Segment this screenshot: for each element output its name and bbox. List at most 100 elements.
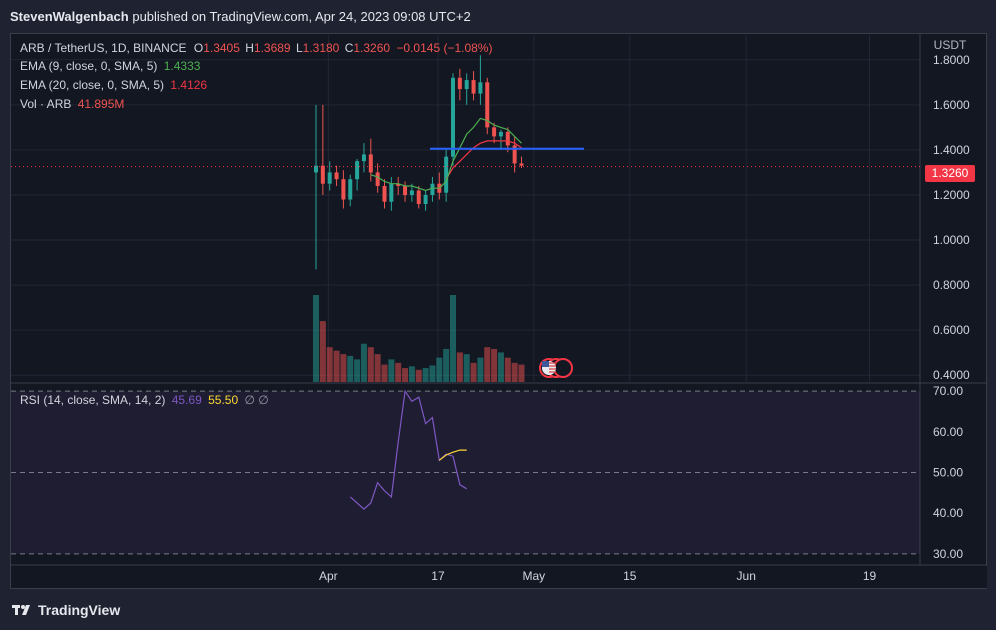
ema20-value: 1.4126 (170, 78, 208, 92)
volume-bar (360, 343, 367, 382)
volume-bar (354, 359, 361, 382)
candle-body (444, 156, 449, 193)
volume-bar (443, 348, 450, 382)
price-tick-label: 1.0000 (933, 233, 970, 247)
volume-bar (374, 354, 381, 382)
event-flag-icon[interactable] (553, 358, 573, 378)
candle-body (334, 172, 339, 180)
candle-body (464, 80, 469, 90)
candle-body (478, 82, 483, 94)
ema20-legend[interactable]: EMA (20, close, 0, SMA, 5) 1.4126 (20, 78, 207, 92)
candle-body (512, 145, 517, 164)
candle-body (375, 172, 380, 186)
volume-bar (326, 347, 333, 382)
rsi-tick-label: 50.00 (933, 466, 963, 480)
candle-body (314, 165, 318, 173)
price-tick-label: 1.8000 (933, 53, 970, 67)
price-tick-label: 0.8000 (933, 278, 970, 292)
rsi-tick-label: 70.00 (933, 384, 963, 398)
candle-body (498, 131, 503, 137)
candle-body (396, 183, 401, 186)
candle-body (471, 80, 476, 94)
close-value: 1.3260 (353, 41, 391, 55)
us-flag-canton (542, 361, 549, 367)
event-flag-ring (553, 358, 573, 378)
symbol-legend: ARB / TetherUS, 1D, BINANCE O1.3405 H1.3… (20, 41, 492, 55)
ema20-line (445, 140, 522, 180)
candle-body (423, 194, 428, 204)
publisher-name[interactable]: StevenWalgenbach (10, 9, 129, 24)
open-label: O (193, 41, 204, 55)
volume-bar (491, 348, 498, 382)
candle-body (361, 154, 366, 162)
rsi-sma-line (438, 449, 467, 461)
volume-bar (333, 350, 340, 382)
price-tick-label: 0.4000 (933, 368, 970, 382)
volume-bar (313, 295, 319, 382)
time-tick-label: 19 (863, 569, 877, 583)
time-tick-label: 17 (431, 569, 445, 583)
high-label: H (245, 41, 254, 55)
candle-body (320, 165, 325, 184)
symbol-name[interactable]: ARB / TetherUS, 1D, BINANCE (20, 41, 187, 55)
candle-body (519, 163, 524, 166)
rsi-value: 45.69 (171, 393, 202, 407)
volume-bar (497, 352, 504, 382)
rsi-sma-value: 55.50 (208, 393, 239, 407)
tradingview-brand: TradingView (38, 602, 121, 618)
volume-legend[interactable]: Vol · ARB 41.895M (20, 97, 124, 111)
volume-bar (367, 347, 374, 382)
candle-body (485, 82, 490, 128)
volume-bar (408, 366, 415, 382)
axis-corner (921, 566, 987, 588)
publish-header: StevenWalgenbach published on TradingVie… (0, 0, 996, 34)
volume-bar (415, 369, 422, 382)
candle-body (327, 172, 332, 184)
time-tick-label: May (523, 569, 546, 583)
volume-bar (450, 295, 456, 382)
volume-bar (381, 364, 388, 382)
volume-bar (504, 357, 511, 382)
tradingview-logo[interactable]: TradingView (12, 602, 120, 618)
low-label: L (295, 41, 303, 55)
chart-frame (10, 33, 987, 589)
volume-bar (388, 359, 395, 382)
candle-body (505, 131, 510, 146)
time-tick-label: 15 (623, 569, 637, 583)
candle-body (368, 154, 373, 173)
volume-bar (477, 357, 484, 382)
high-value: 1.3689 (253, 41, 291, 55)
candle-body (430, 183, 435, 195)
volume-bar (436, 357, 443, 382)
volume-bar (484, 347, 491, 382)
close-label: C (344, 41, 354, 55)
candle-body (382, 185, 387, 202)
time-tick-label: Jun (737, 569, 756, 583)
time-tick-label: Apr (319, 569, 338, 583)
volume-bar (395, 362, 402, 382)
volume-bar (456, 352, 463, 382)
candle-body (348, 179, 353, 200)
low-value: 1.3180 (302, 41, 340, 55)
ema9-legend[interactable]: EMA (9, close, 0, SMA, 5) 1.4333 (20, 59, 200, 73)
volume-bar (463, 354, 470, 382)
volume-bar (518, 364, 525, 382)
published-info: published on TradingView.com, Apr 24, 20… (132, 9, 471, 24)
change-value: −0.0145 (−1.08%) (396, 41, 493, 55)
volume-bar (429, 365, 436, 382)
candle-body (457, 77, 462, 90)
candle-body (409, 190, 414, 195)
last-price-tag: 1.3260 (925, 165, 975, 182)
tradingview-icon (12, 605, 30, 615)
rsi-legend[interactable]: RSI (14, close, SMA, 14, 2) 45.69 55.50 … (20, 393, 269, 407)
rsi-tick-label: 60.00 (933, 425, 963, 439)
volume-bar (340, 354, 347, 382)
volume-bar (422, 368, 429, 382)
volume-bar (319, 321, 326, 382)
volume-label: Vol · ARB (20, 97, 72, 111)
rsi-tick-label: 40.00 (933, 506, 963, 520)
candle-body (355, 161, 360, 180)
price-axis-unit: USDT (934, 38, 967, 52)
price-tick-label: 0.6000 (933, 323, 970, 337)
